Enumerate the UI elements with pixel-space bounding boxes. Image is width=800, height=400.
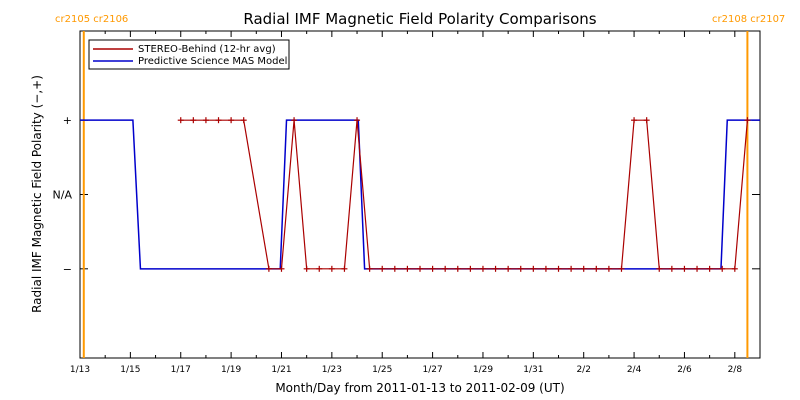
data-point-stereo-behind xyxy=(681,265,688,272)
data-point-stereo-behind xyxy=(618,265,625,272)
data-point-stereo-behind xyxy=(694,265,701,272)
data-point-stereo-behind xyxy=(719,265,726,272)
x-tick-label: 1/15 xyxy=(120,365,140,375)
data-point-stereo-behind xyxy=(568,265,575,272)
x-tick-label: 1/19 xyxy=(221,365,241,375)
data-point-stereo-behind xyxy=(442,265,449,272)
data-point-stereo-behind xyxy=(555,265,562,272)
y-tick-label: + xyxy=(63,114,72,127)
data-point-stereo-behind xyxy=(429,265,436,272)
data-point-stereo-behind xyxy=(379,265,386,272)
x-tick-label: 1/23 xyxy=(322,365,342,375)
legend-label-mas: Predictive Science MAS Model xyxy=(138,56,287,67)
data-point-stereo-behind xyxy=(366,265,373,272)
series-layer xyxy=(80,117,760,272)
x-tick-label: 2/6 xyxy=(677,365,692,375)
legend-label-stereo: STEREO-Behind (12-hr avg) xyxy=(138,44,276,55)
data-point-stereo-behind xyxy=(177,117,184,124)
data-point-stereo-behind xyxy=(454,265,461,272)
x-tick-label: 2/8 xyxy=(728,365,743,375)
data-point-stereo-behind xyxy=(291,117,298,124)
data-point-stereo-behind xyxy=(354,117,361,124)
data-point-stereo-behind xyxy=(391,265,398,272)
data-point-stereo-behind xyxy=(265,265,272,272)
x-axis-ticks: 1/13 1/15 1/17 1/19 1/21 1/23 1/25 1/27 1/29 1/31… xyxy=(70,31,761,375)
legend-box xyxy=(88,39,290,70)
data-point-stereo-behind xyxy=(505,265,512,272)
y-tick-label: − xyxy=(63,263,72,276)
data-point-stereo-behind xyxy=(228,117,235,124)
carrington-markers xyxy=(82,31,749,358)
data-point-stereo-behind xyxy=(631,117,638,124)
x-tick-label: 1/29 xyxy=(473,365,493,375)
data-point-stereo-behind xyxy=(492,265,499,272)
y-axis-label: Radial IMF Magnetic Field Polarity (−,+) xyxy=(30,75,44,313)
data-point-stereo-behind xyxy=(215,117,222,124)
x-tick-label: 1/25 xyxy=(372,365,392,375)
data-point-stereo-behind xyxy=(530,265,537,272)
y-tick-label: N/A xyxy=(53,189,73,202)
data-point-stereo-behind xyxy=(479,265,486,272)
data-point-stereo-behind xyxy=(417,265,423,272)
carrington-left-label: cr2105 cr2106 xyxy=(55,14,128,25)
x-tick-label: 2/2 xyxy=(576,365,590,375)
series-line-mas-model xyxy=(80,119,760,270)
data-point-stereo-behind xyxy=(517,265,524,272)
data-point-stereo-behind xyxy=(542,265,549,272)
data-point-stereo-behind xyxy=(341,265,348,272)
data-point-stereo-behind xyxy=(202,117,209,124)
x-tick-label: 1/27 xyxy=(422,365,442,375)
data-point-stereo-behind xyxy=(278,265,285,272)
data-point-stereo-behind xyxy=(580,265,587,272)
data-point-stereo-behind xyxy=(190,117,197,124)
x-tick-label: 1/21 xyxy=(271,365,291,375)
x-tick-label: 2/4 xyxy=(627,365,642,375)
data-point-stereo-behind xyxy=(240,117,247,124)
y-axis-ticks: + N/A − xyxy=(53,114,760,276)
data-point-stereo-behind xyxy=(467,265,474,272)
legend: STEREO-Behind (12-hr avg) Predictive Sci… xyxy=(88,39,290,70)
series-line-stereo-behind xyxy=(180,119,749,270)
data-point-stereo-behind xyxy=(605,265,612,272)
x-axis-label: Month/Day from 2011-01-13 to 2011-02-09 … xyxy=(275,381,564,395)
data-point-stereo-behind xyxy=(668,265,675,272)
data-point-stereo-behind xyxy=(656,265,663,272)
data-point-stereo-behind xyxy=(706,265,713,272)
chart-title: Radial IMF Magnetic Field Polarity Compa… xyxy=(243,10,596,28)
carrington-right-label: cr2108 cr2107 xyxy=(712,14,785,25)
data-point-stereo-behind xyxy=(404,265,411,272)
data-point-stereo-behind xyxy=(593,265,600,272)
data-point-stereo-behind xyxy=(731,265,738,272)
data-point-stereo-behind xyxy=(744,117,751,124)
x-tick-label: 1/17 xyxy=(171,365,191,375)
x-tick-label: 1/13 xyxy=(70,365,90,375)
data-point-stereo-behind xyxy=(303,265,310,272)
data-point-stereo-behind xyxy=(328,265,335,272)
x-tick-label: 1/31 xyxy=(523,365,543,375)
plot-frame xyxy=(79,30,761,359)
data-point-stereo-behind xyxy=(643,117,650,124)
data-point-stereo-behind xyxy=(316,265,323,272)
